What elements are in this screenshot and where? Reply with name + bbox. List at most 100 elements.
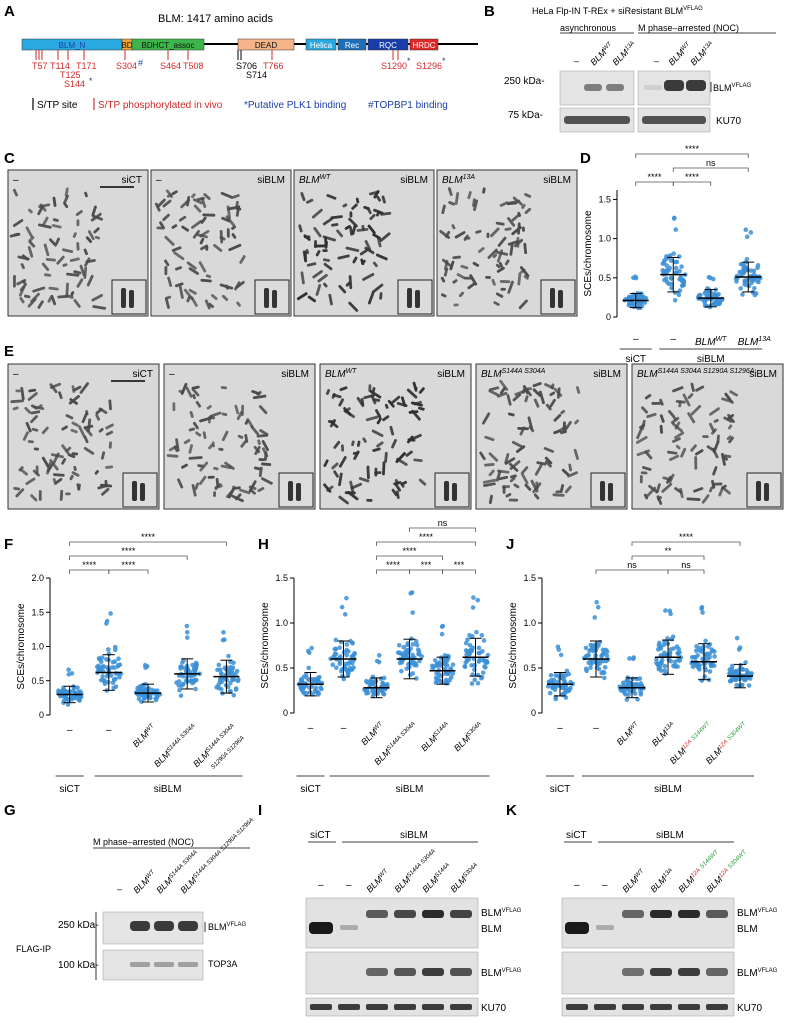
data-point: [432, 658, 438, 663]
data-point: [344, 595, 349, 601]
data-point: [474, 629, 479, 635]
blot-band: [706, 1004, 728, 1010]
data-point: [141, 682, 146, 688]
sig-bracket: [672, 167, 749, 172]
x-tick-label: –: [557, 723, 563, 734]
data-point: [700, 647, 706, 653]
data-point: [676, 646, 682, 652]
blot-blm-flag-label-2: BLMVFLAG: [737, 968, 778, 979]
y-tick-label: 1.5: [598, 194, 611, 204]
sig-label: ****: [402, 546, 417, 556]
data-point: [315, 676, 321, 681]
data-point: [700, 610, 705, 615]
data-point: [318, 685, 323, 690]
data-point: [471, 595, 476, 600]
site-S706: S706: [236, 61, 257, 71]
data-point: [235, 678, 241, 684]
blot-band: [366, 968, 388, 976]
site-T766: T766: [263, 61, 284, 71]
image-label-left: BLMS144A S304A: [481, 368, 546, 380]
data-point: [184, 635, 190, 640]
data-point: [334, 665, 339, 671]
y-tick-label: 0.5: [275, 663, 288, 673]
data-point: [748, 268, 754, 273]
data-point: [337, 645, 342, 651]
data-point: [364, 678, 369, 684]
data-point: [69, 671, 75, 676]
domain-label: BD: [121, 41, 132, 50]
x-tick-label: –: [67, 725, 73, 736]
data-point: [562, 678, 567, 684]
data-point: [674, 259, 680, 265]
legend-phospho: S/TP phosphorylated in vivo: [98, 100, 223, 111]
panel-label-d: D: [580, 150, 591, 167]
blot-band: [596, 925, 614, 930]
data-point: [105, 679, 111, 685]
data-point: [410, 671, 416, 676]
image-label-left: BLMWT: [325, 368, 357, 380]
blot-band: [338, 1004, 360, 1010]
data-point: [176, 679, 182, 684]
data-point: [218, 686, 224, 692]
site-S714: S714: [246, 70, 267, 80]
blot-band: [394, 968, 416, 976]
data-point: [56, 688, 61, 694]
data-point: [556, 647, 562, 652]
data-point: [755, 278, 760, 284]
data-point: [626, 300, 632, 306]
data-point: [669, 276, 674, 281]
data-point: [739, 269, 745, 274]
blot-b-75kda: 75 kDa-: [508, 110, 543, 121]
sig-label: ****: [386, 560, 401, 570]
data-point: [153, 696, 158, 701]
data-point: [738, 662, 743, 668]
data-point: [410, 642, 416, 647]
domain-label: RQC: [379, 41, 397, 50]
y-tick-label: 0: [39, 710, 44, 720]
data-point: [705, 644, 711, 649]
data-point: [740, 292, 745, 297]
y-axis-label: SCEs/chromosome: [508, 602, 519, 689]
blot-band: [366, 1004, 388, 1010]
data-point: [305, 676, 310, 681]
sig-label: ***: [421, 560, 432, 570]
data-point: [417, 658, 422, 664]
panel-a-legend: S/TP site S/TP phosphorylated in vivo *P…: [32, 98, 448, 111]
blot-g-side: FLAG-IP: [16, 944, 51, 954]
sig-bracket: [442, 569, 476, 574]
metaphase-images-e: – siCT – siBLM BLMWT siBLM BLMS144A S304A siBLM…: [7, 363, 784, 510]
data-point: [480, 670, 486, 675]
site-S464: S464: [160, 61, 181, 71]
image-label-right: siBLM: [749, 369, 777, 380]
data-point: [342, 612, 348, 617]
data-point: [619, 688, 624, 693]
data-point: [100, 664, 106, 669]
data-point: [733, 668, 739, 674]
data-point: [340, 673, 345, 679]
blot-lane-label: BLMS304A: [448, 862, 481, 895]
data-point: [712, 649, 717, 654]
site-S304: S304: [116, 61, 137, 71]
data-point: [625, 677, 630, 683]
data-point: [339, 604, 345, 610]
y-tick-label: 1.0: [598, 234, 611, 244]
data-point: [601, 675, 607, 681]
domain-rec: [337, 38, 367, 51]
data-point: [604, 653, 610, 659]
data-point: [555, 679, 561, 685]
image-label-left: –: [13, 175, 19, 186]
panel-label-i: I: [258, 802, 262, 819]
data-point: [671, 216, 677, 221]
sig-bracket: [631, 555, 705, 560]
domain-label: Helica: [310, 41, 333, 50]
blot-b-bands: [564, 80, 706, 124]
data-point: [558, 652, 564, 658]
data-point: [218, 671, 224, 676]
data-point: [184, 623, 190, 629]
sig-bracket: [108, 569, 149, 574]
blot-siblm-label: siBLM: [400, 830, 428, 841]
domain-helica: [305, 38, 337, 51]
data-point: [179, 664, 185, 670]
